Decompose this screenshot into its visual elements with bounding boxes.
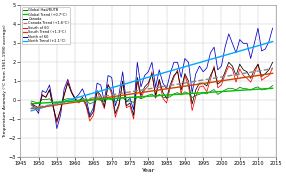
X-axis label: Year: Year (142, 168, 155, 172)
Legend: Global Had/RUTB, Global Trend (+0.7°C), Canada, Canada Trend (+1.6°C), South of : Global Had/RUTB, Global Trend (+0.7°C), … (22, 7, 70, 44)
Y-axis label: Temperature Anomaly (°C from 1961-1990 average): Temperature Anomaly (°C from 1961-1990 a… (3, 24, 7, 138)
